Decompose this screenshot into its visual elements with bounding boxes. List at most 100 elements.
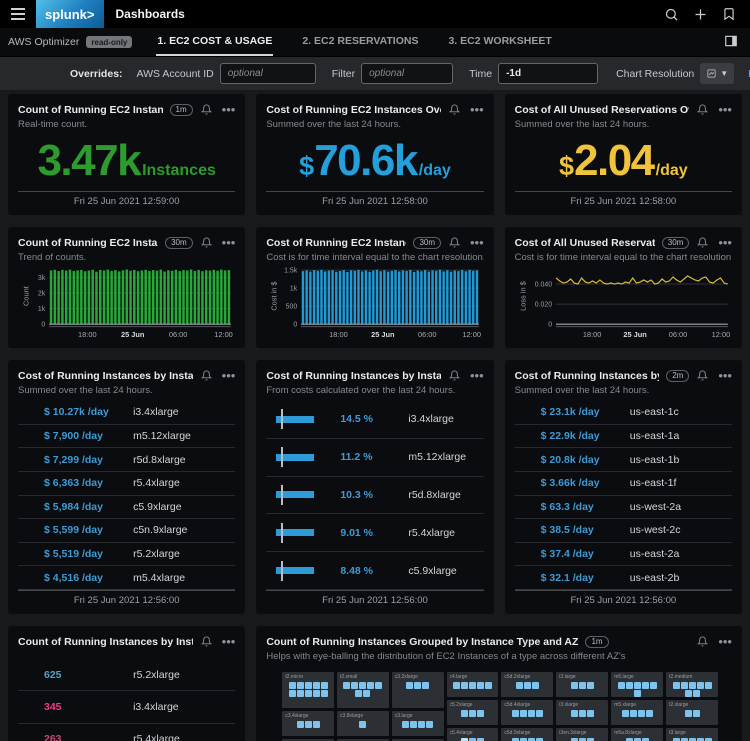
treemap-cell[interactable]: t2.small xyxy=(337,672,389,708)
treemap-cell[interactable]: m5a.8xlarge xyxy=(611,728,664,741)
bell-icon[interactable] xyxy=(449,370,460,381)
treemap-cell[interactable]: i3.xlarge xyxy=(556,700,609,725)
treemap-cell[interactable]: t2.medium xyxy=(666,672,718,697)
panel-more-icon[interactable]: ••• xyxy=(221,234,236,250)
bell-icon[interactable] xyxy=(697,104,709,115)
splunk-logo[interactable]: splunk> xyxy=(36,0,104,28)
bell-icon[interactable] xyxy=(697,636,709,647)
treemap-cell[interactable]: m5.large xyxy=(611,672,664,697)
single-value: 3.47k Instances xyxy=(18,130,235,191)
panel-actions: ••• xyxy=(193,367,236,383)
treemap-cell[interactable]: m5.xlarge xyxy=(611,700,664,725)
table-row[interactable]: $ 32.1 /day us-east-2b xyxy=(514,566,732,590)
treemap-cell-label: c5d.9xlarge xyxy=(504,730,531,736)
table-row[interactable]: $ 63.3 /day us-west-2a xyxy=(514,496,732,520)
event-overlay-link[interactable]: Event Overlay xyxy=(748,68,750,80)
tab-3[interactable]: 3. EC2 WORKSHEET xyxy=(447,28,552,56)
table-row[interactable]: 8.48 % c5.9xlarge xyxy=(266,552,484,590)
panel-more-icon[interactable]: ••• xyxy=(718,101,732,117)
chart-resolution-dropdown[interactable]: ▼ xyxy=(700,63,735,84)
panel-title: Cost of All Unused Reservations xyxy=(514,236,655,249)
table-row[interactable]: 10.3 % r5d.8xlarge xyxy=(266,477,484,515)
side-panel-toggle-icon[interactable] xyxy=(722,32,740,53)
table-row[interactable]: 345 i3.4xlarge xyxy=(18,691,236,724)
panel-more-icon[interactable]: ••• xyxy=(718,367,732,383)
table-row[interactable]: $ 37.4 /day us-east-2a xyxy=(514,543,732,567)
table-row[interactable]: $ 10.27k /day i3.4xlarge xyxy=(18,401,236,425)
table-row[interactable]: $ 23.1k /day us-east-1c xyxy=(514,401,732,425)
table-row[interactable]: $ 7,299 /day r5d.8xlarge xyxy=(18,448,236,472)
treemap-cell[interactable]: c3.8xlarge xyxy=(337,711,389,736)
treemap-cell[interactable]: c3.4xlarge xyxy=(282,711,335,736)
table-row[interactable]: $ 7,900 /day m5.12xlarge xyxy=(18,425,236,449)
table-row[interactable]: $ 5,599 /day c5n.9xlarge xyxy=(18,519,236,543)
table-row[interactable]: $ 6,363 /day r5.4xlarge xyxy=(18,472,236,496)
add-icon[interactable] xyxy=(691,5,710,24)
treemap-cell[interactable]: t2.micro xyxy=(282,672,335,708)
treemap-cell[interactable]: c3.2xlarge xyxy=(391,672,444,708)
table-row[interactable]: 263 r5.4xlarge xyxy=(18,724,235,741)
table-row[interactable]: $ 5,984 /day c5.9xlarge xyxy=(18,496,236,520)
tab-1[interactable]: 1. EC2 COST & USAGE xyxy=(156,28,274,56)
search-icon[interactable] xyxy=(662,5,681,24)
bell-icon[interactable] xyxy=(697,237,709,248)
table-row[interactable]: $ 3.66k /day us-east-1f xyxy=(514,472,732,496)
table-row[interactable]: $ 20.8k /day us-east-1b xyxy=(514,448,732,472)
cost-bar-chart[interactable]: Cost in $ 0 500 1k 1.5k 18:00 25 Jun 06:00 12:00 xyxy=(266,263,483,340)
bell-icon[interactable] xyxy=(200,237,212,248)
treemap-cell[interactable]: c5.4xlarge xyxy=(446,728,499,741)
bell-icon[interactable] xyxy=(200,104,212,115)
bell-icon[interactable] xyxy=(449,104,460,115)
treemap-cell[interactable]: t2.xlarge xyxy=(666,700,718,725)
tab-2[interactable]: 2. EC2 RESERVATIONS xyxy=(301,28,419,56)
bullet-fill xyxy=(276,415,314,423)
bookmark-icon[interactable] xyxy=(720,5,738,23)
treemap-cell[interactable]: c5.2xlarge xyxy=(446,700,499,725)
table-row[interactable]: 14.5 % i3.4xlarge xyxy=(266,401,484,439)
treemap-cell[interactable]: c3.large xyxy=(391,711,444,736)
treemap-cell[interactable]: c5d.4xlarge xyxy=(501,700,554,725)
treemap-cell[interactable]: c5d.9xlarge xyxy=(501,728,554,741)
treemap-cell[interactable]: c4.large xyxy=(446,672,499,697)
treemap-cell-label: c3.large xyxy=(394,713,413,719)
table-row[interactable]: $ 5,519 /day r5.2xlarge xyxy=(18,543,236,567)
table-row[interactable]: $ 4,516 /day m5.4xlarge xyxy=(18,566,236,590)
loss-line-chart[interactable]: Loss in $ 0 0.020 0.040 18:00 25 Jun 06:00 12:0… xyxy=(515,263,732,340)
bell-icon[interactable] xyxy=(449,237,460,248)
refresh-badge: 30m xyxy=(413,236,441,249)
panel-more-icon[interactable]: ••• xyxy=(221,633,236,649)
count-bar-chart[interactable]: Count 0 1k 2k 3k 18:00 25 Jun 06:00 12:00 xyxy=(18,263,235,340)
time-input[interactable] xyxy=(498,63,599,84)
panel-more-icon[interactable]: ••• xyxy=(221,101,236,117)
instance-square xyxy=(617,682,625,689)
panel-more-icon[interactable]: ••• xyxy=(718,633,732,649)
treemap-cell[interactable]: t3.large xyxy=(666,728,718,741)
panel-more-icon[interactable]: ••• xyxy=(718,234,732,250)
bell-icon[interactable] xyxy=(200,636,212,647)
account-id-input[interactable] xyxy=(219,63,316,84)
panel-more-icon[interactable]: ••• xyxy=(221,367,236,383)
panel-more-icon[interactable]: ••• xyxy=(470,101,484,117)
instance-square xyxy=(418,721,426,728)
treemap-cell[interactable]: i3.large xyxy=(556,672,609,697)
table-row[interactable]: 9.01 % r5.4xlarge xyxy=(266,514,484,553)
bell-icon[interactable] xyxy=(697,370,709,381)
treemap-cell[interactable]: c4.4xlarge xyxy=(391,739,444,741)
table-row[interactable]: 625 r5.2xlarge xyxy=(18,659,236,692)
row-label: r5.2xlarge xyxy=(133,668,180,681)
table-row[interactable]: $ 22.9k /day us-east-1a xyxy=(514,425,732,449)
treemap-cell[interactable]: c4.2xlarge xyxy=(337,739,389,741)
bell-icon[interactable] xyxy=(200,370,212,381)
menu-icon[interactable] xyxy=(0,0,36,28)
panel-more-icon[interactable]: ••• xyxy=(470,234,484,250)
instance-square xyxy=(367,682,375,689)
table-row[interactable]: $ 38.5 /day us-west-2c xyxy=(514,519,732,543)
panel-more-icon[interactable]: ••• xyxy=(470,367,484,383)
filter-input[interactable] xyxy=(361,63,454,84)
treemap-cell[interactable]: c3.xlarge xyxy=(282,739,335,741)
treemap-cell[interactable]: i3en.3xlarge xyxy=(556,728,609,741)
bullet-fill xyxy=(276,453,314,461)
panel-count-grouped-treemap: Count of Running Instances Grouped by In… xyxy=(256,626,742,741)
treemap-cell[interactable]: c5d.2xlarge xyxy=(501,672,554,697)
table-row[interactable]: 11.2 % m5.12xlarge xyxy=(266,439,484,477)
